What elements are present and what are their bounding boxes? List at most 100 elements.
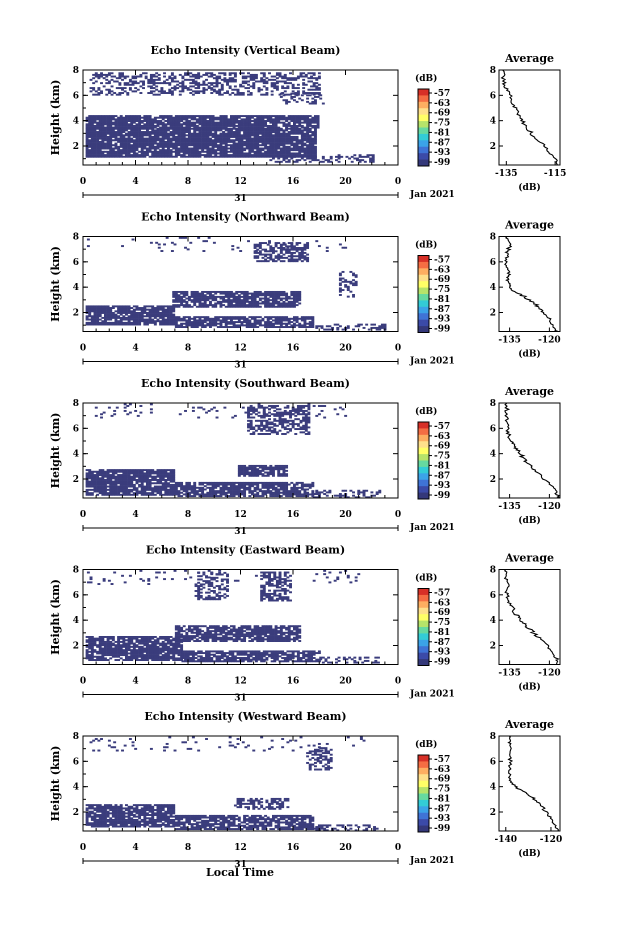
echo-cell xyxy=(251,154,254,156)
echo-cell xyxy=(166,237,169,239)
echo-cells xyxy=(86,403,382,498)
echo-cell xyxy=(285,128,288,130)
echo-cell xyxy=(246,291,249,293)
echo-cell xyxy=(124,82,127,84)
echo-cell xyxy=(227,316,230,318)
echo-cell xyxy=(175,304,178,306)
echo-cell xyxy=(111,79,114,81)
average-x-tick-label: -135 xyxy=(495,169,518,179)
echo-cell xyxy=(277,254,280,256)
echo-cell xyxy=(130,310,133,312)
echo-cell xyxy=(118,92,121,94)
echo-cell xyxy=(255,250,258,252)
date-label: Jan 2021 xyxy=(409,190,455,200)
echo-cell xyxy=(217,301,220,303)
echo-cell xyxy=(267,146,270,148)
echo-cell xyxy=(319,94,322,96)
echo-cell xyxy=(178,148,181,150)
echo-cell xyxy=(208,72,211,74)
echo-cell xyxy=(349,271,352,273)
echo-cell xyxy=(309,128,312,130)
echo-cell xyxy=(191,495,194,497)
echo-cell xyxy=(128,131,131,133)
echo-cell xyxy=(171,90,174,92)
echo-cell xyxy=(275,161,278,163)
echo-cell xyxy=(212,115,215,117)
echo-cell xyxy=(246,482,249,484)
echo-cell xyxy=(183,493,186,495)
echo-cell xyxy=(280,128,283,130)
echo-cell xyxy=(272,128,275,130)
echo-cell xyxy=(306,257,309,259)
echo-cell xyxy=(283,323,286,325)
echo-cell xyxy=(136,123,139,125)
echo-cell xyxy=(365,324,368,326)
echo-cell xyxy=(256,301,259,303)
echo-cell xyxy=(191,128,194,130)
echo-cell xyxy=(283,291,286,293)
echo-cell xyxy=(199,115,202,117)
echo-cell xyxy=(99,128,102,130)
echo-cell xyxy=(117,469,120,471)
echo-cell xyxy=(220,115,223,117)
echo-cell xyxy=(130,115,133,117)
echo-cell xyxy=(130,489,133,491)
echo-cell xyxy=(293,323,296,325)
echo-cell xyxy=(201,128,204,130)
echo-cell xyxy=(142,81,145,83)
echo-cell xyxy=(310,72,313,74)
echo-cell xyxy=(137,82,140,84)
echo-cell xyxy=(256,255,259,257)
echo-cell xyxy=(280,93,283,95)
echo-cell xyxy=(136,305,139,307)
echo-cell xyxy=(222,482,225,484)
echo-cell xyxy=(167,472,170,474)
echo-cell xyxy=(267,125,270,127)
echo-cell xyxy=(115,118,118,120)
echo-cell xyxy=(369,158,372,160)
echo-cell xyxy=(265,92,268,94)
echo-cell xyxy=(178,482,181,484)
echo-cell xyxy=(159,320,162,322)
echo-cell xyxy=(271,82,274,84)
echo-cell xyxy=(349,291,352,293)
echo-cell xyxy=(229,72,232,74)
echo-cell xyxy=(172,469,175,471)
echo-cell xyxy=(116,81,119,83)
echo-cell xyxy=(149,479,152,481)
echo-cell xyxy=(88,139,91,141)
echo-cell xyxy=(163,90,166,92)
echo-cell xyxy=(251,138,254,140)
echo-cell xyxy=(181,81,184,83)
echo-cell xyxy=(209,128,212,130)
echo-cell xyxy=(269,302,272,304)
echo-cell xyxy=(217,326,220,328)
echo-cell xyxy=(288,122,291,124)
echo-cell xyxy=(310,89,313,91)
echo-cell xyxy=(201,319,204,321)
echo-cell xyxy=(183,122,186,124)
echo-cell xyxy=(121,92,124,94)
echo-cell xyxy=(157,128,160,130)
y-tick-label: 2 xyxy=(73,309,79,319)
echo-cell xyxy=(217,495,220,497)
echo-cell xyxy=(265,81,268,83)
echo-cell xyxy=(309,118,312,120)
echo-cell xyxy=(199,128,202,130)
echo-cell xyxy=(159,115,162,117)
echo-cell xyxy=(284,87,287,89)
echo-cell xyxy=(277,316,280,318)
echo-cell xyxy=(172,314,175,316)
echo-cell xyxy=(130,307,133,309)
average-title: Average xyxy=(504,52,554,65)
echo-cell xyxy=(326,325,329,327)
echo-cell xyxy=(145,76,148,78)
echo-cell xyxy=(254,487,257,489)
echo-cell xyxy=(180,495,183,497)
echo-cell xyxy=(86,469,89,471)
y-axis-label: Height (km) xyxy=(49,246,62,322)
echo-cell xyxy=(309,161,312,163)
echo-cell xyxy=(262,257,265,259)
echo-cell xyxy=(317,96,320,98)
